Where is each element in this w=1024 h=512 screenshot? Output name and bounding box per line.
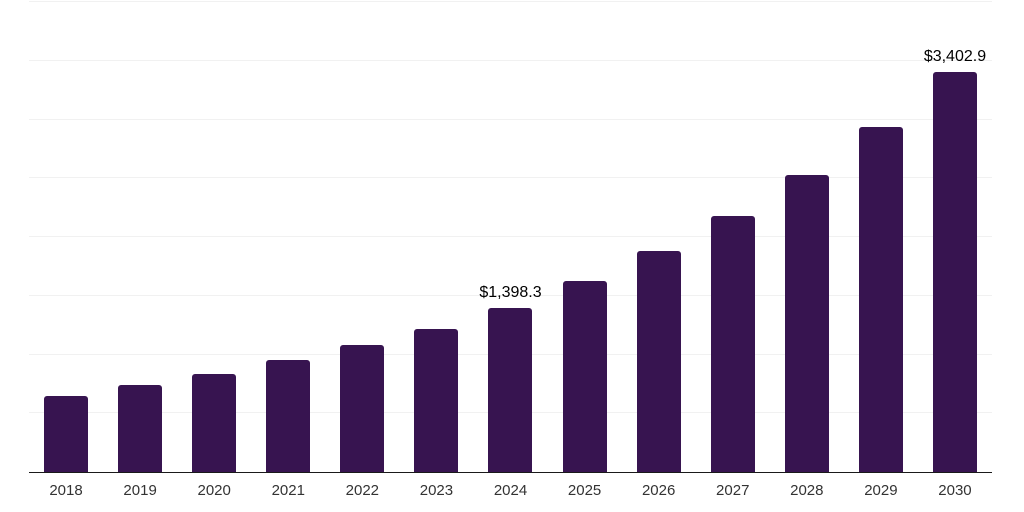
bar-2029[interactable] (858, 126, 903, 472)
bar-band-2021 (251, 2, 325, 472)
bar-2028[interactable] (784, 174, 829, 472)
x-tick-2023: 2023 (419, 482, 454, 499)
x-axis-line (29, 471, 992, 473)
x-tick-2029: 2029 (864, 482, 898, 499)
bar-band-2024: $1,398.3 (473, 2, 547, 472)
gridline-1500 (29, 294, 992, 296)
x-tick-2020: 2020 (197, 482, 231, 499)
bar-band-2019 (103, 2, 177, 472)
bar-2023[interactable] (414, 328, 459, 472)
data-label-2024: $1,398.3 (479, 283, 542, 301)
x-tick-2026: 2026 (641, 482, 676, 499)
bar-band-2018 (29, 2, 103, 472)
bar-2021[interactable] (266, 359, 311, 472)
bar-band-2020 (177, 2, 251, 472)
gridline-2500 (29, 177, 992, 179)
x-tick-2021: 2021 (271, 482, 305, 499)
x-tick-2030: 2030 (938, 482, 972, 499)
bar-2025[interactable] (562, 281, 607, 472)
bar-2020[interactable] (192, 374, 237, 472)
bar-band-2027 (696, 2, 770, 472)
bar-2024[interactable] (488, 307, 533, 472)
bar-band-2022 (325, 2, 399, 472)
bar-band-2023 (399, 2, 473, 472)
plot-area: $1,398.3 $3,402.9 (29, 1, 992, 473)
x-tick-2022: 2022 (345, 482, 380, 499)
bar-2018[interactable] (44, 395, 89, 472)
x-tick-2028: 2028 (790, 482, 824, 499)
bar-band-2026 (622, 2, 696, 472)
bar-band-2025 (548, 2, 622, 472)
x-tick-2018: 2018 (49, 482, 83, 499)
x-tick-2025: 2025 (567, 482, 602, 499)
x-tick-2019: 2019 (123, 482, 157, 499)
bar-band-2029 (844, 2, 918, 472)
data-label-2030: $3,402.9 (923, 48, 987, 66)
bar-2030[interactable] (932, 72, 977, 472)
x-axis-labels: 2018 2019 2020 2021 2022 2023 2024 2025 2026 2027… (29, 482, 992, 500)
gridline-4000 (29, 1, 992, 2)
bar-2027[interactable] (710, 215, 755, 472)
bar-band-2028 (770, 2, 844, 472)
x-tick-2024: 2024 (493, 482, 528, 499)
bar-2026[interactable] (636, 251, 681, 472)
gridline-3500 (29, 59, 992, 61)
bar-band-2030: $3,402.9 (918, 2, 992, 472)
x-tick-2027: 2027 (716, 482, 750, 499)
bar-2022[interactable] (340, 344, 385, 472)
gridline-3000 (29, 118, 992, 120)
gridline-2000 (29, 236, 992, 237)
bar-2019[interactable] (118, 385, 163, 472)
